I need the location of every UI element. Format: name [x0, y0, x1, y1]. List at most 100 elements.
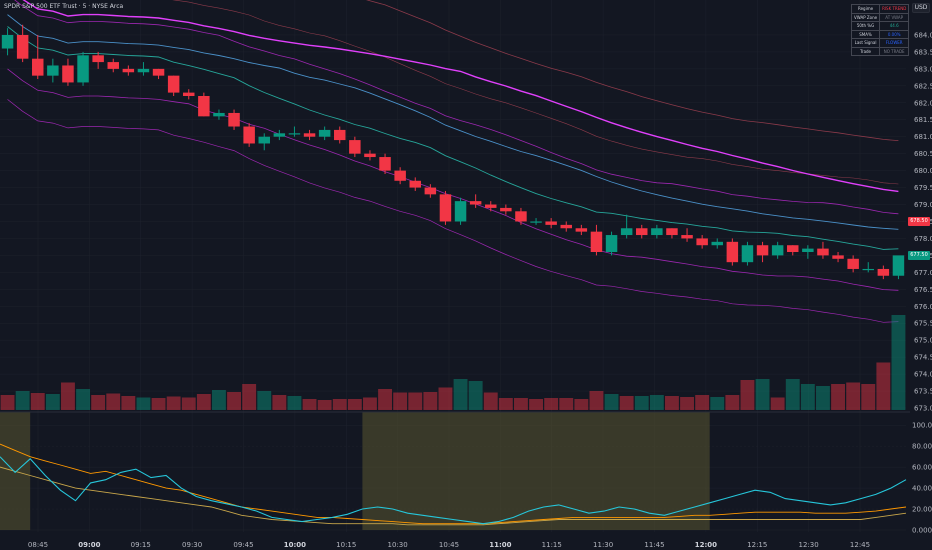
volume-bar: [453, 379, 468, 410]
candle-body: [756, 245, 769, 256]
volume-bar: [212, 390, 226, 410]
volume-bar: [151, 398, 166, 410]
volume-bar: [393, 392, 408, 410]
volume-bar: [544, 398, 559, 410]
candle-body: [92, 55, 104, 63]
candle-body: [892, 255, 905, 276]
price-tick-label: 684.0: [914, 31, 932, 39]
candle-body: [877, 268, 890, 276]
band-upper-mid: [172, 0, 899, 185]
candle-body: [726, 241, 739, 263]
candle-body: [771, 245, 784, 256]
price-tick-label: 675.5: [914, 320, 932, 328]
time-tick-label: 12:15: [747, 541, 767, 549]
price-tick-label: 679.0: [914, 201, 932, 209]
status-row: 50th %G 44.6: [850, 21, 910, 31]
volume-bar: [740, 380, 755, 410]
status-value: RISK TREND: [879, 4, 910, 14]
oscillator-orange-line: [0, 443, 907, 525]
volume-bar: [514, 398, 528, 410]
candle-body: [47, 65, 59, 76]
osc-tick-label: 20.00: [912, 506, 932, 514]
volume-bar: [891, 315, 906, 410]
candle-body: [228, 112, 240, 127]
volume-bar: [725, 395, 740, 410]
oscillator-lines: [0, 443, 907, 526]
highlight-zone: [362, 412, 710, 530]
candle-body: [183, 92, 195, 96]
candlesticks: [1, 24, 905, 280]
time-tick-label: 12:30: [799, 541, 819, 549]
candle-body: [636, 228, 648, 236]
time-tick-label: 12:00: [695, 541, 717, 549]
candle-body: [213, 112, 225, 117]
price-tick-label: 678.0: [914, 235, 932, 243]
status-value: 44.6: [879, 21, 910, 31]
volume-bar: [332, 399, 347, 410]
volume-bar: [302, 399, 317, 410]
volume-bar: [378, 389, 392, 410]
band-upper-outer: [365, 0, 899, 141]
candle-body: [545, 221, 557, 225]
candle-body: [349, 140, 361, 154]
status-row: VWAP Zone AT VWAP: [850, 12, 910, 22]
volume-bar: [136, 397, 151, 410]
time-tick-label: 09:30: [182, 541, 202, 549]
volume-bar: [831, 384, 845, 410]
price-tick-label: 676.0: [914, 303, 932, 311]
volume-bar: [634, 396, 649, 410]
candle-body: [741, 245, 754, 263]
volume-bar: [272, 395, 287, 410]
status-row: SMA% 0.00%: [850, 29, 910, 39]
status-table: Regime RISK TREND VWAP Zone AT VWAP 50th %G 4…: [850, 4, 910, 56]
volume-bar: [0, 395, 15, 410]
candle-body: [454, 201, 467, 222]
time-tick-label: 10:15: [336, 541, 356, 549]
price-tick-label: 675.0: [914, 337, 932, 345]
time-tick-label: 10:45: [439, 541, 459, 549]
candle-body: [817, 248, 829, 256]
volume-bar: [785, 379, 800, 410]
ma-teal-line: [7, 26, 899, 250]
candle-body: [77, 55, 89, 83]
volume-bar: [181, 397, 196, 410]
candle-body: [62, 65, 74, 83]
volume-bar: [317, 400, 332, 410]
volume-bar: [755, 379, 770, 410]
volume-bar: [423, 392, 438, 410]
candle-body: [515, 211, 527, 222]
price-tick-label: 674.5: [914, 354, 932, 362]
currency-button[interactable]: USD: [912, 3, 930, 13]
volume-bar: [589, 391, 604, 410]
price-tag-red: 678.50: [908, 216, 930, 226]
oscillator-axis[interactable]: 100.00 80.00 60.00 40.00 20.00 0.000: [912, 422, 932, 535]
candle-body: [32, 58, 44, 76]
candle-body: [469, 201, 482, 205]
volume-bar: [287, 396, 302, 410]
candle-body: [107, 62, 119, 69]
candle-body: [439, 194, 452, 222]
time-axis[interactable]: 08:45 09:00 09:15 09:30 09:45 10:00 10:15 10:30…: [28, 541, 870, 549]
symbol-title: SPDR S&P 500 ETF Trust · 5 · NYSE Arca: [4, 3, 124, 10]
candle-body: [590, 231, 603, 252]
volume-bar: [800, 384, 815, 410]
volume-bar: [242, 384, 257, 410]
volume-bar: [483, 392, 498, 410]
volume-bar: [363, 397, 377, 410]
time-tick-label: 11:15: [542, 541, 562, 549]
candle-body: [334, 129, 346, 141]
volume-bar: [30, 393, 45, 410]
osc-tick-label: 40.00: [912, 485, 932, 493]
candle-body: [485, 204, 497, 208]
candle-body: [1, 34, 14, 49]
oscillator-cyan-line: [0, 456, 907, 525]
candle-body: [198, 96, 210, 117]
volume-bar: [498, 398, 513, 410]
candle-body: [666, 228, 678, 236]
status-value: 0.00%: [879, 29, 910, 39]
volume-bar: [15, 391, 30, 410]
volume-bar: [106, 393, 121, 410]
oscillator-highlight-zones: [0, 412, 710, 530]
time-tick-label: 11:30: [593, 541, 613, 549]
